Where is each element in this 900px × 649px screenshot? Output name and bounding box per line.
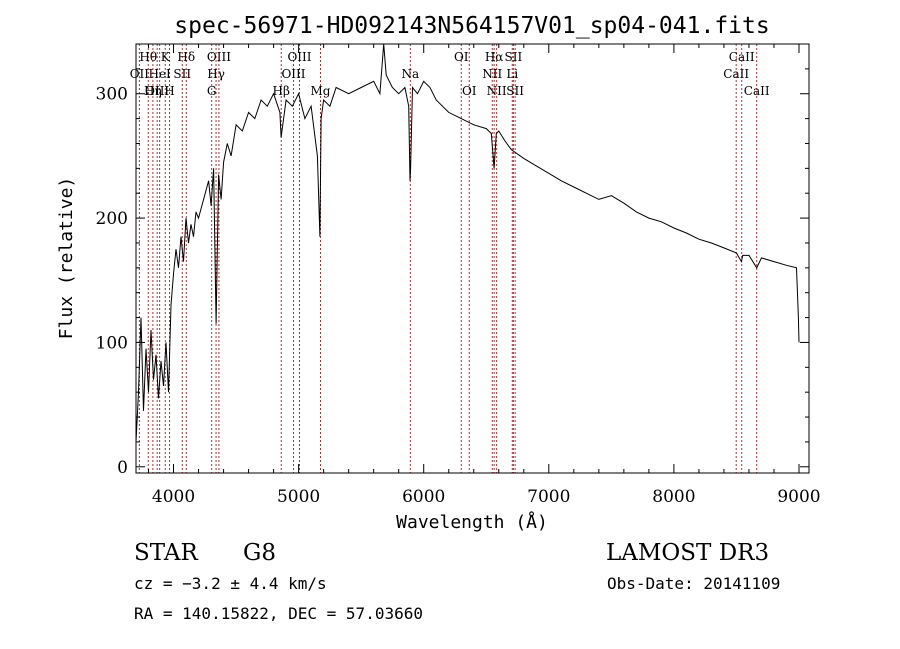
line-label: HeI	[148, 67, 171, 81]
x-tick-label: 6000	[402, 487, 445, 507]
y-axis-label: Flux (relative)	[56, 177, 77, 340]
x-axis-label: Wavelength (Å)	[396, 511, 548, 533]
plot-frame	[135, 43, 810, 474]
y-tick-label: 100	[96, 333, 128, 353]
line-label: H	[164, 84, 174, 98]
line-label: CaII	[744, 84, 770, 98]
y-tick-label: 0	[117, 458, 128, 478]
line-label: OIII	[145, 84, 169, 98]
line-label: G	[207, 84, 217, 98]
line-label: Hγ	[207, 67, 225, 81]
line-label: SII	[505, 50, 523, 64]
x-axis-ticks: 4000 5000 6000 7000 8000 9000	[148, 44, 821, 507]
object-class: STAR	[134, 540, 198, 566]
line-label: OIII	[287, 50, 311, 64]
emission-line-markers	[138, 44, 758, 473]
line-label: OI	[462, 84, 477, 98]
x-tick-label: 5000	[277, 487, 320, 507]
line-label: SII	[506, 84, 524, 98]
line-label: Hδ	[177, 50, 195, 64]
line-label: OIII	[207, 50, 231, 64]
line-label: Li	[506, 67, 518, 81]
line-label: OI	[454, 50, 469, 64]
obs-date-text: Obs-Date: 20141109	[607, 574, 781, 593]
x-tick-label: 8000	[652, 487, 695, 507]
coordinates-text: RA = 140.15822, DEC = 57.03660	[134, 604, 423, 623]
line-label: NII	[482, 67, 502, 81]
line-label: Hθ	[139, 50, 157, 64]
line-label: K	[161, 50, 171, 64]
y-tick-label: 300	[96, 85, 128, 105]
x-tick-label: 4000	[152, 487, 195, 507]
line-label: Hη	[144, 84, 162, 98]
survey-name: LAMOST DR3	[606, 540, 770, 566]
redshift-text: cz = −3.2 ± 4.4 km/s	[134, 574, 327, 593]
x-tick-label: 9000	[777, 487, 820, 507]
line-label: OIII	[281, 67, 305, 81]
line-label: Hα	[485, 50, 504, 64]
spectrum-line	[135, 43, 800, 442]
line-label: SII	[173, 67, 191, 81]
object-subclass: G8	[243, 540, 277, 566]
x-tick-label: 7000	[527, 487, 570, 507]
chart-title: spec-56971-HD092143N564157V01_sp04-041.f…	[174, 13, 769, 39]
line-label: CaII	[723, 67, 749, 81]
y-tick-label: 200	[96, 209, 128, 229]
line-label: Hβ	[273, 84, 290, 98]
y-axis-ticks: 0 100 200 300	[96, 68, 809, 478]
line-label: OII	[130, 67, 150, 81]
line-label: NII	[487, 84, 507, 98]
line-label: Mg	[311, 84, 331, 98]
line-label: CaII	[729, 50, 755, 64]
line-label: Na	[402, 67, 420, 81]
